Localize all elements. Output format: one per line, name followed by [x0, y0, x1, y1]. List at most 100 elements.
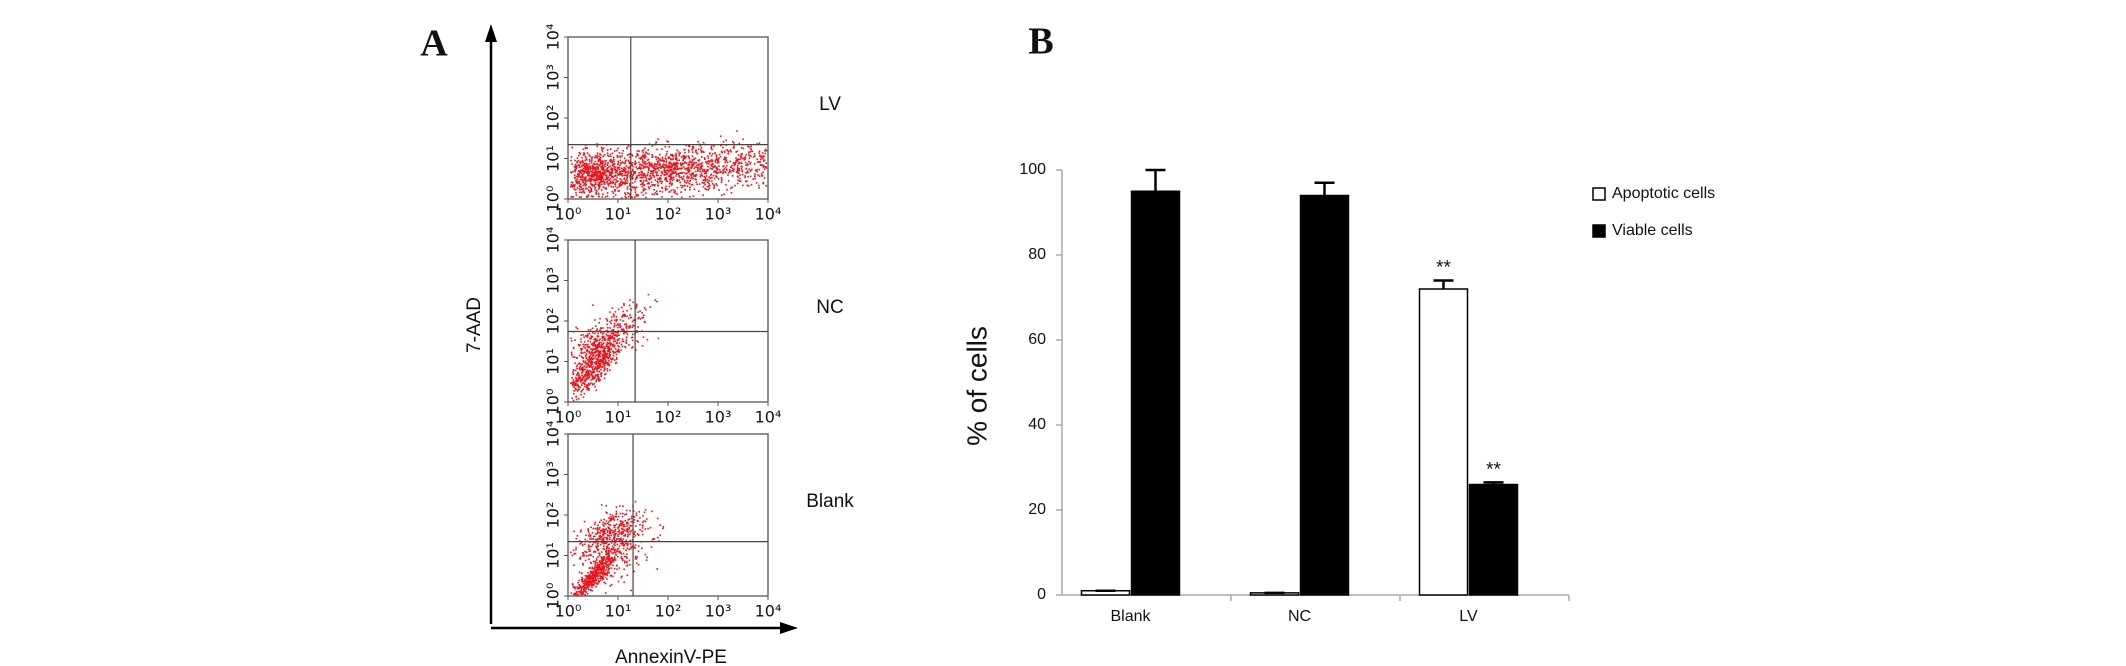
event-dot	[591, 360, 593, 363]
event-dot	[684, 151, 686, 154]
event-dot	[596, 526, 599, 529]
event-dot	[634, 160, 637, 162]
y-tick-label: 10¹	[544, 348, 563, 375]
event-dot	[590, 343, 593, 346]
event-dot	[608, 563, 610, 566]
event-dot	[595, 367, 598, 370]
event-dot	[621, 182, 624, 185]
event-dot	[684, 157, 686, 160]
event-dot	[622, 552, 625, 555]
event-dot	[670, 163, 673, 165]
event-dot	[647, 186, 650, 188]
event-dot	[585, 187, 587, 190]
event-dot	[708, 161, 710, 163]
event-dot	[574, 384, 576, 386]
event-dot	[576, 182, 579, 185]
event-dot	[687, 149, 690, 152]
event-dot	[599, 171, 601, 173]
event-dot	[603, 354, 605, 356]
event-dot	[633, 196, 636, 198]
event-dot	[597, 159, 600, 162]
event-dot	[599, 176, 601, 179]
event-dot	[722, 158, 725, 161]
event-dot	[716, 167, 719, 170]
event-dot	[602, 179, 605, 181]
event-dot	[581, 177, 584, 179]
event-dot	[704, 178, 707, 180]
event-dot	[623, 543, 626, 546]
event-dot	[598, 186, 601, 189]
event-dot	[621, 528, 624, 531]
event-dot	[633, 570, 636, 573]
event-dot	[594, 576, 597, 579]
event-dot	[580, 352, 583, 355]
event-dot	[737, 171, 739, 174]
event-dot	[645, 180, 648, 182]
event-dot	[594, 337, 597, 340]
event-dot	[596, 573, 599, 575]
event-dot	[642, 176, 645, 178]
event-dot	[594, 160, 597, 163]
event-dot	[583, 361, 585, 364]
event-dot	[584, 155, 587, 158]
event-dot	[605, 159, 607, 162]
event-dot	[695, 181, 698, 184]
event-dot	[603, 566, 605, 569]
event-dot	[581, 577, 584, 580]
event-dot	[585, 172, 588, 174]
event-dot	[618, 168, 621, 171]
event-dot	[570, 185, 572, 188]
event-dot	[609, 148, 612, 150]
event-dot	[616, 155, 619, 157]
event-dot	[590, 359, 593, 362]
event-dot	[643, 161, 646, 163]
event-dot	[619, 182, 622, 185]
event-dot	[585, 384, 588, 386]
event-dot	[720, 144, 722, 147]
event-dot	[679, 152, 682, 154]
event-dot	[733, 162, 735, 164]
event-dot	[593, 566, 596, 568]
event-dot	[722, 146, 724, 149]
event-dot	[669, 172, 672, 175]
event-dot	[581, 372, 583, 374]
event-dot	[608, 557, 611, 559]
event-dot	[609, 524, 612, 526]
event-dot	[631, 175, 633, 178]
event-dot	[579, 556, 582, 559]
event-dot	[574, 588, 576, 590]
event-dot	[616, 549, 619, 551]
event-dot	[614, 319, 616, 321]
event-dot	[607, 342, 610, 345]
event-dot	[725, 159, 728, 162]
event-dot	[579, 171, 582, 174]
y-tick-label: 10⁰	[544, 583, 563, 610]
event-dot	[595, 571, 597, 574]
event-dot	[575, 546, 577, 549]
event-dot	[676, 180, 679, 182]
event-dot	[583, 520, 586, 523]
event-dot	[573, 185, 576, 188]
event-dot	[591, 377, 594, 379]
event-dot	[642, 167, 644, 170]
event-dot	[582, 360, 585, 362]
event-dot	[605, 545, 608, 548]
event-dot	[584, 182, 587, 184]
event-dot	[603, 346, 605, 348]
event-dot	[653, 189, 656, 191]
event-dot	[630, 517, 633, 520]
event-dot	[612, 517, 614, 520]
event-dot	[683, 156, 685, 159]
event-dot	[588, 583, 591, 586]
event-dot	[643, 179, 645, 182]
event-dot	[609, 369, 611, 371]
event-dot	[604, 169, 606, 171]
event-dot	[597, 524, 599, 527]
event-dot	[662, 159, 665, 162]
event-dot	[619, 156, 622, 159]
x-tick-label: 10²	[655, 205, 682, 224]
event-dot	[661, 148, 663, 150]
event-dot	[653, 165, 656, 168]
event-dot	[652, 167, 655, 170]
event-dot	[584, 375, 586, 378]
